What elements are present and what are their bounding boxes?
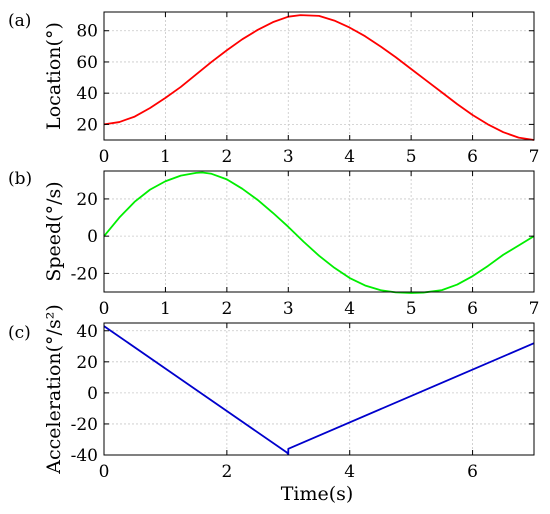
plot-frame: [103, 170, 535, 293]
x-tick-label: 2: [221, 299, 232, 319]
x-tick-label: 6: [467, 147, 478, 167]
x-tick-label: 2: [221, 462, 232, 482]
x-tick-label: 5: [406, 147, 417, 167]
panel-label: (c): [8, 323, 31, 343]
x-tick-label: 7: [529, 299, 540, 319]
y-tick-label: 0: [87, 227, 98, 247]
x-tick-label: 1: [160, 147, 171, 167]
y-tick-label: -20: [71, 415, 98, 435]
plot-frame: [103, 11, 535, 141]
y-tick-label: 80: [76, 22, 98, 42]
panel-label: (a): [8, 11, 31, 31]
plot-frame: [103, 322, 535, 456]
x-tick-label: 4: [344, 299, 355, 319]
y-axis-label: Speed(°/s): [43, 181, 65, 281]
y-tick-label: 60: [76, 53, 98, 73]
y-axis-label: Location(°): [43, 22, 65, 130]
x-tick-label: 3: [283, 147, 294, 167]
y-tick-label: 20: [76, 190, 98, 210]
x-tick-label: 2: [221, 147, 232, 167]
x-axis-label: Time(s): [281, 483, 354, 505]
x-tick-label: 3: [283, 299, 294, 319]
series-line: [103, 171, 535, 294]
x-tick-label: 1: [160, 299, 171, 319]
x-tick-label: 0: [99, 299, 110, 319]
panel-label: (b): [8, 169, 32, 189]
x-tick-label: 4: [344, 462, 355, 482]
x-tick-label: 0: [99, 462, 110, 482]
y-tick-label: 20: [76, 115, 98, 135]
x-tick-label: 7: [529, 147, 540, 167]
y-axis-label: Acceleration(°/s²): [43, 304, 65, 474]
y-tick-label: 40: [76, 84, 98, 104]
y-tick-label: 40: [76, 322, 98, 342]
y-tick-label: 0: [87, 384, 98, 404]
series-line: [103, 325, 535, 456]
y-tick-label: 20: [76, 353, 98, 373]
x-tick-label: 6: [467, 462, 478, 482]
y-tick-label: -40: [71, 446, 98, 466]
x-tick-label: 5: [406, 299, 417, 319]
series-line: [103, 14, 535, 141]
x-tick-label: 4: [344, 147, 355, 167]
x-tick-label: 6: [467, 299, 478, 319]
acceleration-panel: 0 2 4 6 -40 -20 0 20 40 (c) Acceleration(°/s²) Time…: [8, 304, 535, 505]
location-panel: 0 1 2 3 4 5 6 7 20 40 60 80 (a) Location(°): [8, 11, 539, 167]
x-tick-label: 0: [99, 147, 110, 167]
y-tick-label: -20: [71, 264, 98, 284]
